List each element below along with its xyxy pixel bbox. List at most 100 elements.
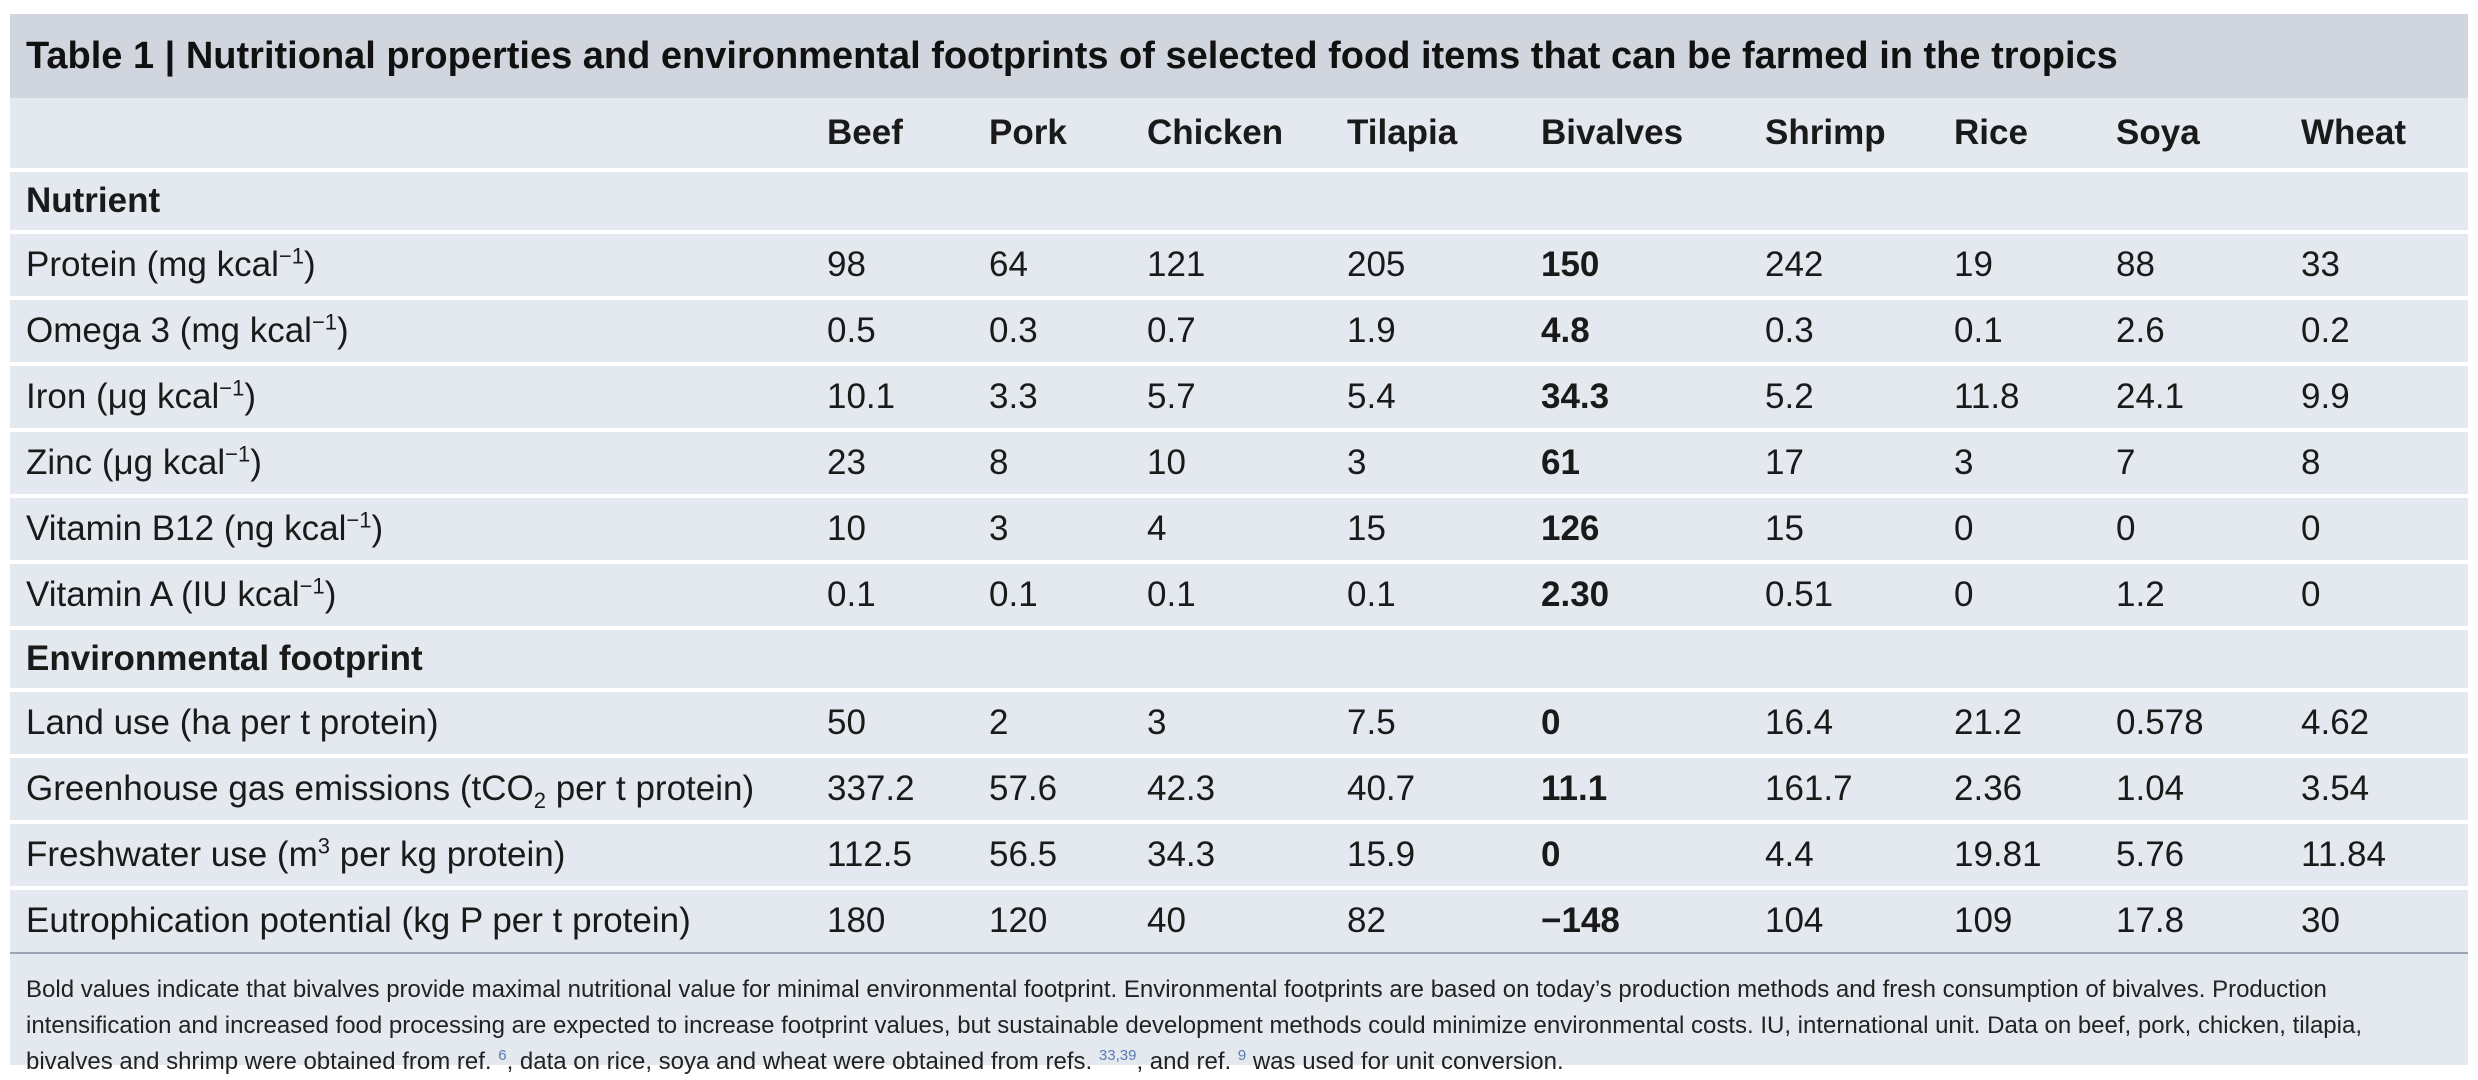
row-label: Greenhouse gas emissions (tCO2 per t pro… — [10, 754, 827, 822]
table-cell: 3 — [1954, 428, 2116, 496]
table-cell: 1.04 — [2116, 754, 2301, 822]
table-cell: 0.1 — [827, 560, 989, 628]
table-cell: 10 — [827, 494, 989, 562]
table-cell: 15.9 — [1347, 820, 1541, 888]
section-label: Environmental footprint — [10, 626, 2468, 690]
row-label: Iron (μg kcal−1) — [10, 362, 827, 430]
row-label-text: Freshwater use (m — [26, 835, 318, 874]
column-header: Tilapia — [1347, 113, 1458, 152]
table-cell: 30 — [2301, 886, 2468, 952]
row-label-text: Vitamin B12 (ng kcal — [26, 509, 347, 548]
row-label-text: per t protein) — [545, 769, 755, 808]
row-label-text: ) — [244, 377, 257, 416]
table-cell: 57.6 — [989, 754, 1147, 822]
table-cell: 2 — [989, 688, 1147, 756]
table-cell: 40.7 — [1347, 754, 1541, 822]
table-cell: 126 — [1541, 494, 1765, 562]
table-cell: 180 — [827, 886, 989, 952]
table-cell: 42.3 — [1147, 754, 1347, 822]
table-footnote: Bold values indicate that bivalves provi… — [10, 954, 2468, 1080]
table-cell: 34.3 — [1147, 820, 1347, 888]
table-cell: 17 — [1765, 428, 1954, 496]
row-label-superscript: −1 — [219, 375, 245, 401]
row-label-text: Zinc (μg kcal — [26, 443, 226, 482]
table-cell: 120 — [989, 886, 1147, 952]
table-row: Iron (μg kcal−1) 10.1 3.3 5.7 5.4 34.3 5.2 11.8… — [10, 362, 2468, 430]
table-cell: 205 — [1347, 230, 1541, 298]
row-label-text: Eutrophication potential (kg P per t pro… — [26, 901, 691, 940]
table-cell: 24.1 — [2116, 362, 2301, 430]
table-cell: 10.1 — [827, 362, 989, 430]
footnote-text: , and ref. — [1136, 1048, 1238, 1075]
reference-link[interactable]: 6 — [498, 1047, 507, 1064]
section-header-nutrient: Nutrient — [10, 168, 2468, 232]
table-cell: 0 — [1954, 560, 2116, 628]
table-cell: 0.2 — [2301, 296, 2468, 364]
table-cell: 5.76 — [2116, 820, 2301, 888]
table-cell: 19.81 — [1954, 820, 2116, 888]
row-label-text: Protein (mg kcal — [26, 245, 279, 284]
table-cell: 11.84 — [2301, 820, 2468, 888]
table-row: Greenhouse gas emissions (tCO2 per t pro… — [10, 754, 2468, 822]
row-label-superscript: 3 — [317, 833, 330, 859]
table-cell: 0.1 — [1147, 560, 1347, 628]
table-cell: 82 — [1347, 886, 1541, 952]
table-cell: 0 — [2301, 494, 2468, 562]
table-cell: 1.2 — [2116, 560, 2301, 628]
row-label-text: Vitamin A (IU kcal — [26, 575, 300, 614]
table-cell: 150 — [1541, 230, 1765, 298]
table-cell: 0.3 — [989, 296, 1147, 364]
table-cell: 109 — [1954, 886, 2116, 952]
row-label: Zinc (μg kcal−1) — [10, 428, 827, 496]
row-label-text: ) — [324, 575, 337, 614]
table-cell: 50 — [827, 688, 989, 756]
table-cell: 10 — [1147, 428, 1347, 496]
table-cell: 3 — [1347, 428, 1541, 496]
column-header: Beef — [827, 113, 903, 152]
row-label: Omega 3 (mg kcal−1) — [10, 296, 827, 364]
table-frame: Table 1 | Nutritional properties and env… — [10, 14, 2468, 1075]
table-row: Protein (mg kcal−1) 98 64 121 205 150 242 19 88 3… — [10, 230, 2468, 298]
table-cell: 121 — [1147, 230, 1347, 298]
table-cell: 3.54 — [2301, 754, 2468, 822]
data-table: Beef Pork Chicken Tilapia Bivalves Shrimp Rice… — [10, 98, 2468, 952]
table-cell: 21.2 — [1954, 688, 2116, 756]
table-cell: 98 — [827, 230, 989, 298]
table-cell: 4 — [1147, 494, 1347, 562]
column-header: Shrimp — [1765, 113, 1886, 152]
column-header-row: Beef Pork Chicken Tilapia Bivalves Shrimp Rice… — [10, 98, 2468, 170]
table-cell: 0.3 — [1765, 296, 1954, 364]
row-label-superscript: −1 — [225, 441, 251, 467]
table-cell: 4.4 — [1765, 820, 1954, 888]
row-label-text: ) — [371, 509, 384, 548]
table-cell: 5.4 — [1347, 362, 1541, 430]
row-label-superscript: −1 — [311, 309, 338, 335]
table-cell: 11.8 — [1954, 362, 2116, 430]
table-row: Vitamin B12 (ng kcal−1) 10 3 4 15 126 15 0 0 0 — [10, 494, 2468, 562]
row-label-text: ) — [303, 245, 316, 284]
table-cell: 337.2 — [827, 754, 989, 822]
table-cell: 5.7 — [1147, 362, 1347, 430]
table-row: Freshwater use (m3 per kg protein) 112.5 5… — [10, 820, 2468, 888]
table-cell: 64 — [989, 230, 1147, 298]
reference-link[interactable]: 9 — [1237, 1047, 1247, 1064]
table-cell: 0 — [2301, 560, 2468, 628]
table-cell: 17.8 — [2116, 886, 2301, 952]
table-cell: 0.578 — [2116, 688, 2301, 756]
table-cell: 15 — [1765, 494, 1954, 562]
reference-link[interactable]: 33,39 — [1098, 1047, 1137, 1064]
row-label-text: Iron (μg kcal — [26, 377, 220, 416]
row-label-text: per kg protein) — [330, 835, 566, 874]
row-label: Eutrophication potential (kg P per t pro… — [10, 886, 827, 952]
table-cell: 242 — [1765, 230, 1954, 298]
column-header: Chicken — [1147, 113, 1284, 152]
table-cell: 161.7 — [1765, 754, 1954, 822]
row-label-superscript: −1 — [346, 507, 372, 533]
table-title: Table 1 | Nutritional properties and env… — [10, 14, 2468, 98]
table-cell: 3 — [989, 494, 1147, 562]
footnote-text: Bold values indicate that bivalves provi… — [26, 976, 2362, 1075]
table-row: Vitamin A (IU kcal−1) 0.1 0.1 0.1 0.1 2.30 0.5… — [10, 560, 2468, 628]
row-label-text: Land use (ha per t protein) — [26, 703, 439, 742]
row-label-text: ) — [337, 311, 349, 350]
row-label-text: ) — [250, 443, 262, 482]
